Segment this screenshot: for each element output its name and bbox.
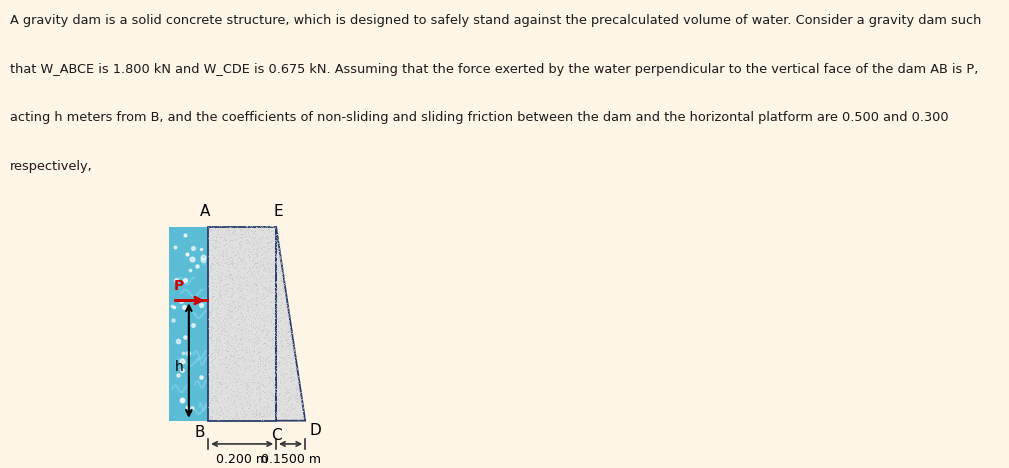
Text: that W_ABCE is 1.800 kN and W_CDE is 0.675 kN. Assuming that the force exerted b: that W_ABCE is 1.800 kN and W_CDE is 0.6… xyxy=(10,63,979,76)
Text: acting h meters from B, and the coefficients of non-sliding and sliding friction: acting h meters from B, and the coeffici… xyxy=(10,111,948,124)
Text: h: h xyxy=(176,359,184,373)
Text: A gravity dam is a solid concrete structure, which is designed to safely stand a: A gravity dam is a solid concrete struct… xyxy=(10,14,982,27)
Polygon shape xyxy=(276,227,305,421)
Text: E: E xyxy=(273,204,283,219)
Text: 0.1500 m: 0.1500 m xyxy=(260,453,321,466)
Text: C: C xyxy=(270,428,282,443)
Polygon shape xyxy=(170,227,208,421)
Polygon shape xyxy=(208,227,276,421)
Text: D: D xyxy=(309,423,321,438)
Text: respectively,: respectively, xyxy=(10,160,93,173)
Text: A: A xyxy=(200,204,211,219)
Text: B: B xyxy=(195,424,205,439)
Text: 0.200 m: 0.200 m xyxy=(216,453,268,466)
Text: P: P xyxy=(174,279,184,292)
